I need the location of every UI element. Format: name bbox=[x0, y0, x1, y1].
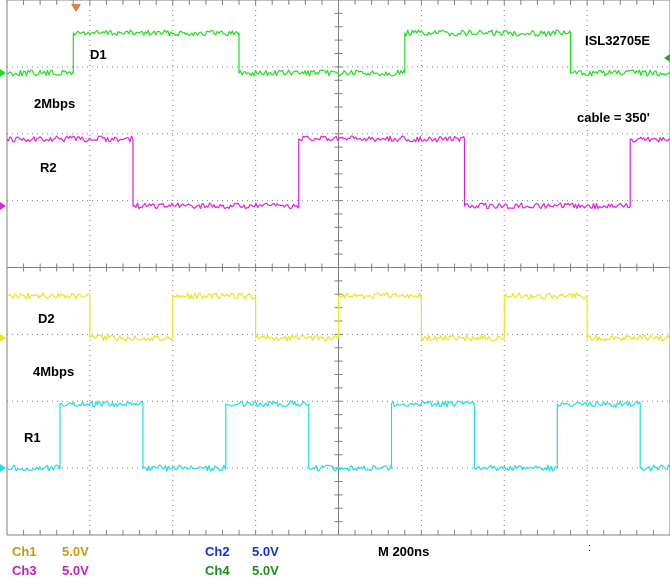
trace-label-r1: R1 bbox=[24, 430, 41, 445]
ground-marker-d2 bbox=[0, 334, 6, 342]
status-colon: : bbox=[588, 542, 592, 554]
ground-marker-d1 bbox=[0, 69, 6, 77]
channel-markers bbox=[0, 4, 670, 472]
trace-d1 bbox=[6, 29, 670, 77]
rate-label-2mbps: 2Mbps bbox=[34, 96, 75, 111]
graticule-grid bbox=[6, 0, 670, 536]
waveform-traces bbox=[6, 29, 670, 472]
ch4-scale: 5.0V bbox=[252, 563, 279, 578]
ground-marker-r2 bbox=[0, 202, 6, 210]
trace-r2 bbox=[6, 135, 670, 210]
trace-label-d2: D2 bbox=[38, 311, 55, 326]
trace-r1 bbox=[6, 400, 670, 472]
timebase-readout: M 200ns bbox=[378, 544, 430, 559]
ch3-scale: 5.0V bbox=[62, 563, 89, 578]
ch1-label: Ch1 bbox=[12, 544, 37, 559]
trace-d2 bbox=[6, 292, 670, 342]
ch1-scale: 5.0V bbox=[62, 544, 89, 559]
ch3-label: Ch3 bbox=[12, 563, 37, 578]
ch4-label: Ch4 bbox=[205, 563, 230, 578]
trace-label-r2: R2 bbox=[40, 160, 57, 175]
cable-length-label: cable = 350' bbox=[577, 110, 650, 125]
rate-label-4mbps: 4Mbps bbox=[33, 364, 74, 379]
trigger-level-marker bbox=[664, 54, 670, 62]
trigger-position-marker bbox=[71, 4, 81, 12]
trace-label-d1: D1 bbox=[90, 47, 107, 62]
ch2-scale: 5.0V bbox=[252, 544, 279, 559]
ch2-label: Ch2 bbox=[205, 544, 230, 559]
ground-marker-r1 bbox=[0, 464, 6, 472]
device-label: ISL32705E bbox=[585, 33, 650, 48]
